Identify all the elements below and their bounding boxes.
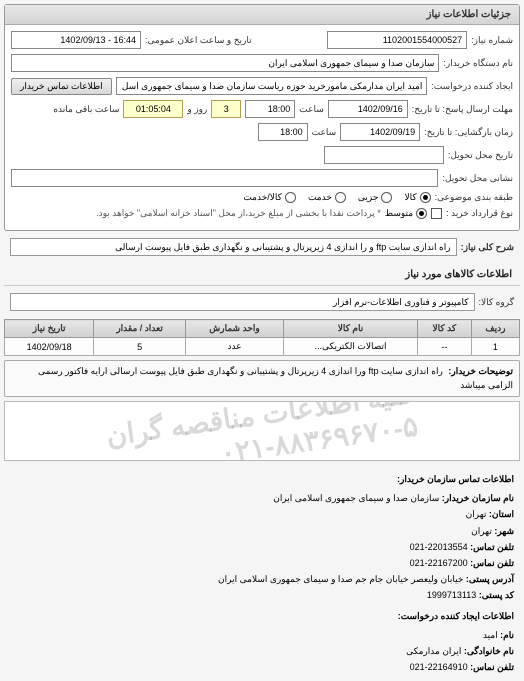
- contact-header: اطلاعات تماس سازمان خریدار:: [10, 471, 514, 487]
- contact-section: اطلاعات تماس سازمان خریدار: نام سازمان خ…: [0, 465, 524, 681]
- pay-checkbox[interactable]: [431, 208, 442, 219]
- prov-value: تهران: [466, 509, 487, 519]
- buyer-contact-button[interactable]: اطلاعات تماس خریدار: [11, 78, 112, 95]
- items-table: ردیفکد کالانام کالاواحد شمارشتعداد / مقد…: [4, 319, 520, 356]
- city-value: تهران: [471, 526, 492, 536]
- req-no-input[interactable]: [327, 31, 467, 49]
- deadline-to-label: مهلت ارسال پاسخ: تا تاریخ:: [412, 104, 513, 115]
- type-label: طبقه بندی موضوعی:: [435, 192, 513, 203]
- creator-label: ایجاد کننده درخواست:: [431, 81, 513, 92]
- buyer-label: نام دستگاه خریدار:: [443, 58, 513, 69]
- table-cell: اتصالات الکتریکی...: [284, 338, 418, 356]
- radio-kala-khedmat[interactable]: کالا/خدمت: [243, 192, 296, 203]
- desc-title-label: شرح کلی نیاز:: [461, 242, 514, 253]
- tel2-label: تلفن نماس:: [470, 662, 514, 672]
- desc-title-input[interactable]: [10, 238, 457, 256]
- table-col-header: واحد شمارش: [185, 320, 283, 338]
- name-value: امید: [483, 630, 498, 640]
- announce-label: تاریخ و ساعت اعلان عمومی:: [145, 35, 252, 46]
- fam-label: نام خانوادگی:: [464, 646, 514, 656]
- table-cell: 5: [94, 338, 186, 356]
- fax-label: تلفن نماس:: [470, 558, 514, 568]
- table-cell: 1402/09/18: [5, 338, 94, 356]
- tel2-value: 22164910-021: [410, 662, 468, 672]
- table-col-header: نام کالا: [284, 320, 418, 338]
- prov-label: استان:: [489, 509, 514, 519]
- table-col-header: تعداد / مقدار: [94, 320, 186, 338]
- watermark-area: کلیه اطلاعات مناقصه گران ۰۲۱-۸۸۳۶۹۶۷۰-۵: [4, 401, 520, 461]
- days-left-input: [211, 100, 241, 118]
- group-label: گروه کالا:: [479, 297, 514, 308]
- place-input[interactable]: [11, 169, 438, 187]
- buyer-note-label: توضیحات خریدار:: [448, 365, 513, 379]
- tel-value: 22013554-021: [410, 542, 468, 552]
- items-header: اطلاعات کالاهای مورد نیاز: [4, 264, 520, 286]
- panel-title: جزئیات اطلاعات نیاز: [5, 5, 519, 25]
- org-label: نام سازمان خریدار:: [442, 493, 514, 503]
- buyer-note-box: توضیحات خریدار: راه اندازی سایت ftp ورا …: [4, 360, 520, 397]
- remain-time-input: [123, 100, 183, 118]
- req-no-label: شماره نیاز:: [471, 35, 513, 46]
- contact-header-2: اطلاعات ایجاد کننده درخواست:: [10, 608, 514, 624]
- dist-time-input[interactable]: [258, 123, 308, 141]
- group-input[interactable]: [10, 293, 475, 311]
- table-row[interactable]: 1--اتصالات الکتریکی...عدد51402/09/18: [5, 338, 520, 356]
- place-label: نشانی محل تحویل:: [442, 173, 513, 184]
- deadline-time-input[interactable]: [245, 100, 295, 118]
- pay-note: * پرداخت نقدا با بخشی از مبلغ خرید،از مح…: [96, 208, 381, 219]
- radio-kala[interactable]: کالا: [404, 192, 430, 203]
- need-details-panel: جزئیات اطلاعات نیاز شماره نیاز: تاریخ و …: [4, 4, 520, 231]
- radio-motavaset[interactable]: متوسط: [385, 208, 427, 219]
- table-col-header: تاریخ نیاز: [5, 320, 94, 338]
- post-label: کد پستی:: [479, 590, 514, 600]
- table-cell: 1: [471, 338, 519, 356]
- time-label-2: ساعت: [312, 127, 337, 138]
- city-label: شهر:: [494, 526, 514, 536]
- buyer-input[interactable]: [11, 54, 439, 72]
- radio-khedmat[interactable]: خدمت: [308, 192, 346, 203]
- radio-jozi[interactable]: جزیی: [358, 192, 393, 203]
- watermark-text: کلیه اطلاعات مناقصه گران ۰۲۱-۸۸۳۶۹۶۷۰-۵: [104, 401, 420, 461]
- type-radio-group: کالا جزیی خدمت کالا/خدمت: [243, 192, 430, 203]
- time-label-1: ساعت: [299, 104, 324, 115]
- announce-input[interactable]: [11, 31, 141, 49]
- tel-label: تلفن تماس:: [470, 542, 514, 552]
- deadline-date-input[interactable]: [328, 100, 408, 118]
- est-label: تاریخ محل تحویل:: [448, 150, 513, 161]
- org-value: سازمان صدا و سیمای جمهوری اسلامی ایران: [273, 493, 439, 503]
- table-cell: --: [417, 338, 471, 356]
- table-cell: عدد: [185, 338, 283, 356]
- creator-input[interactable]: [116, 77, 428, 95]
- dist-to-label: زمان بازگشایی: تا تاریخ:: [424, 127, 513, 138]
- remain-label: ساعت باقی مانده: [53, 104, 119, 115]
- fax-value: 22167200-021: [410, 558, 468, 568]
- days-label: روز و: [187, 104, 207, 115]
- fam-value: ایران مدارمکی: [406, 646, 461, 656]
- buyer-note-text: راه اندازی سایت ftp ورا اندازی 4 زیرپرتا…: [38, 366, 513, 390]
- est-input[interactable]: [324, 146, 444, 164]
- dist-date-input[interactable]: [340, 123, 420, 141]
- table-col-header: ردیف: [471, 320, 519, 338]
- pay-label: نوع قرارداد خرید :: [446, 208, 513, 219]
- name-label: نام:: [500, 630, 514, 640]
- table-col-header: کد کالا: [417, 320, 471, 338]
- post-value: 1999713113: [427, 590, 476, 600]
